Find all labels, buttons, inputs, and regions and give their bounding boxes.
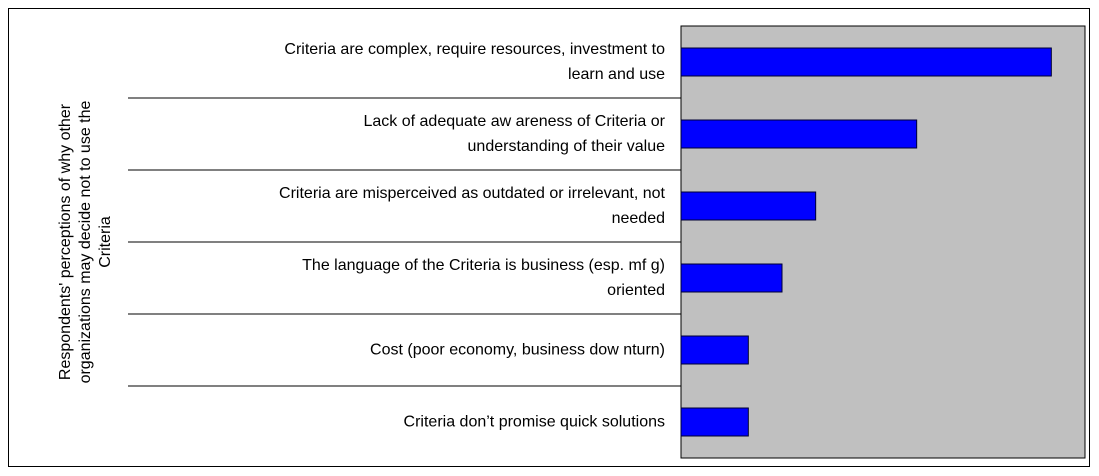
category-label: Cost (poor economy, business dow nturn) bbox=[370, 341, 665, 359]
bar bbox=[680, 335, 749, 365]
bar bbox=[680, 119, 918, 149]
category-label: Criteria don’t promise quick solutions bbox=[403, 413, 665, 431]
category-label: Criteria are misperceived as outdated or… bbox=[279, 185, 665, 227]
bar bbox=[680, 47, 1052, 77]
category-label: Criteria are complex, require resources,… bbox=[284, 41, 665, 83]
plot-area bbox=[680, 25, 1086, 459]
y-axis-label: Respondents' perceptions of why other or… bbox=[57, 100, 114, 384]
bar bbox=[680, 407, 749, 437]
bar bbox=[680, 263, 783, 293]
bar bbox=[680, 191, 817, 221]
category-label: The language of the Criteria is business… bbox=[302, 257, 665, 299]
category-label: Lack of adequate aw areness of Criteria … bbox=[363, 113, 666, 155]
